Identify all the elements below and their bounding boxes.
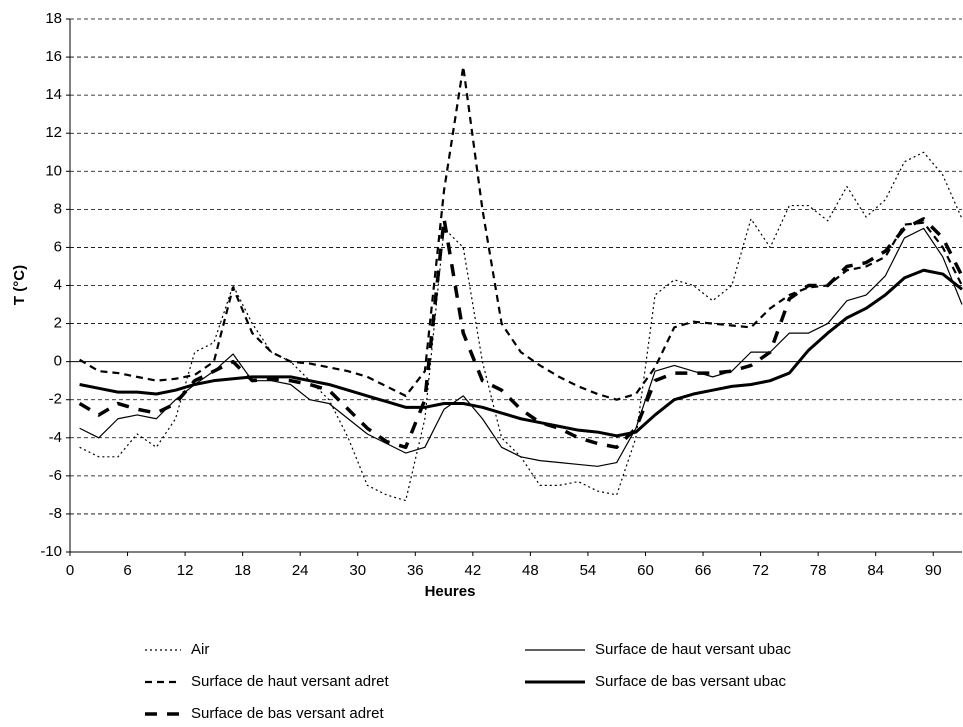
legend-label: Surface de bas versant ubac [595, 673, 786, 690]
legend-label: Surface de haut versant ubac [595, 641, 791, 658]
x-tick-label: 84 [867, 562, 884, 579]
x-axis-label: Heures [425, 583, 476, 600]
y-tick-label: 18 [45, 10, 62, 27]
y-tick-label: 4 [54, 276, 62, 293]
x-tick-label: 12 [177, 562, 194, 579]
y-tick-label: 10 [45, 162, 62, 179]
x-tick-label: 0 [66, 562, 74, 579]
x-tick-label: 54 [580, 562, 597, 579]
y-tick-label: 8 [54, 200, 62, 217]
x-tick-label: 36 [407, 562, 424, 579]
series-line [79, 65, 963, 401]
x-tick-label: 90 [925, 562, 942, 579]
series-line [79, 151, 963, 502]
x-tick-label: 30 [349, 562, 366, 579]
series-line [78, 217, 963, 450]
series-line [79, 227, 963, 467]
y-tick-label: -6 [49, 467, 62, 484]
y-tick-label: 16 [45, 48, 62, 65]
legend-label: Surface de bas versant adret [191, 705, 384, 722]
y-tick-label: -2 [49, 391, 62, 408]
y-axis-label: T (°C) [11, 265, 28, 305]
y-tick-label: 2 [54, 315, 62, 332]
x-tick-label: 6 [123, 562, 131, 579]
x-tick-label: 66 [695, 562, 712, 579]
series-line [79, 268, 963, 438]
y-tick-label: 6 [54, 238, 62, 255]
x-tick-label: 60 [637, 562, 654, 579]
y-tick-label: -4 [49, 429, 62, 446]
legend-label: Air [191, 641, 209, 658]
x-tick-label: 48 [522, 562, 539, 579]
x-tick-label: 18 [234, 562, 251, 579]
y-tick-label: -10 [40, 543, 62, 560]
x-tick-label: 72 [752, 562, 769, 579]
y-tick-label: 12 [45, 124, 62, 141]
y-tick-label: 0 [54, 353, 62, 370]
x-tick-label: 42 [464, 562, 481, 579]
y-tick-label: -8 [49, 505, 62, 522]
legend-label: Surface de haut versant adret [191, 673, 389, 690]
x-tick-label: 24 [292, 562, 309, 579]
x-tick-label: 78 [810, 562, 827, 579]
y-tick-label: 14 [45, 86, 62, 103]
